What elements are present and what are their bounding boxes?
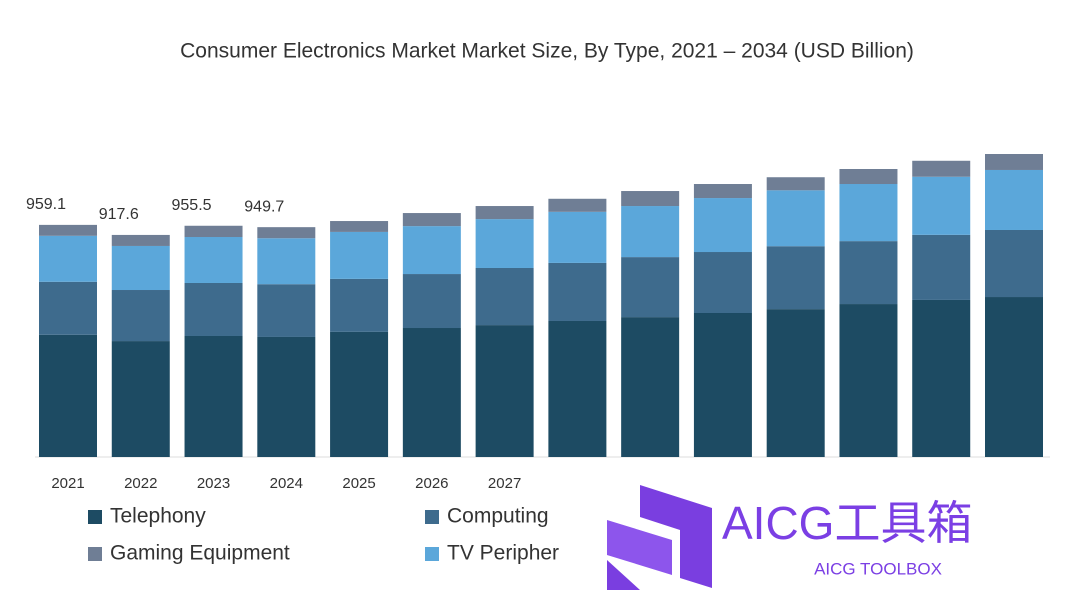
bar-segment (693, 313, 752, 457)
bar-segment (475, 325, 534, 457)
x-tick-label: 2025 (342, 475, 375, 492)
bar-segment (184, 282, 243, 336)
bar-segment (402, 328, 461, 457)
bar-segment (184, 225, 243, 238)
bar-segment (111, 234, 170, 246)
x-tick-label: 2026 (415, 475, 448, 492)
legend-swatch (88, 510, 102, 524)
bars: 959.1 2021 917.6 2022 955.5 2023 949.7 2024 2025… (26, 154, 1043, 492)
bar-segment (621, 317, 680, 457)
bar-segment (548, 320, 607, 457)
legend-label: Telephony (110, 505, 206, 528)
legend-swatch (425, 510, 439, 524)
legend-label: Computing (447, 505, 549, 528)
bar-segment (621, 257, 680, 318)
bar-segment (839, 184, 898, 242)
bar-segment (111, 245, 170, 291)
bar-segment (693, 184, 752, 199)
bar-segment (621, 206, 680, 258)
bar-segment (693, 198, 752, 253)
watermark: AICG工具箱 AICG TOOLBOX (568, 470, 1080, 603)
total-label: 949.7 (244, 198, 284, 215)
bar-segment (985, 229, 1043, 298)
bar-segment (693, 252, 752, 314)
legend-swatch (425, 547, 439, 561)
bar-segment (330, 278, 389, 332)
bar-segment (402, 213, 461, 227)
x-tick-label: 2024 (270, 475, 303, 492)
bar-segment (985, 297, 1043, 457)
bar-segment (985, 169, 1043, 230)
bar-segment (111, 290, 170, 342)
bar-segment (257, 336, 316, 457)
bar-segment (257, 284, 316, 337)
bar-segment (912, 176, 971, 235)
bar-segment (111, 341, 170, 457)
legend: Telephony Computing Gaming Equipment TV Per… (88, 505, 559, 565)
x-tick-label: 2021 (51, 475, 84, 492)
bar-segment (766, 177, 825, 191)
legend-swatch (88, 547, 102, 561)
bar-segment (257, 238, 316, 285)
x-tick-label: 2022 (124, 475, 157, 492)
total-label: 955.5 (172, 197, 212, 214)
bar-segment (184, 237, 243, 283)
legend-label: TV Peripher (447, 542, 559, 565)
bar-segment (912, 160, 971, 177)
bar-segment (184, 335, 243, 457)
x-tick-label: 2023 (197, 475, 230, 492)
logo-part (640, 485, 712, 588)
bar-segment (548, 211, 607, 263)
bar-segment (475, 219, 534, 268)
bar-segment (766, 190, 825, 247)
chart-title: Consumer Electronics Market Market Size,… (180, 40, 914, 63)
logo-part (607, 560, 640, 590)
x-tick-label: 2027 (488, 475, 521, 492)
bar-segment (475, 267, 534, 326)
total-label: 917.6 (99, 206, 139, 223)
bar-segment (766, 309, 825, 457)
bar-segment (548, 198, 607, 212)
watermark-subtitle: AICG TOOLBOX (814, 559, 942, 578)
bar-segment (548, 262, 607, 321)
bar-segment (839, 304, 898, 457)
bar-segment (39, 334, 97, 457)
bar-segment (39, 235, 97, 282)
bar-segment (402, 226, 461, 275)
bar-segment (839, 241, 898, 305)
logo-part (607, 520, 672, 575)
bar-segment (402, 274, 461, 329)
legend-label: Gaming Equipment (110, 542, 290, 565)
bar-segment (766, 246, 825, 310)
bar-segment (257, 227, 316, 239)
bar-segment (39, 281, 97, 335)
bar-segment (475, 206, 534, 220)
bar-segment (839, 169, 898, 185)
bar-segment (330, 221, 389, 232)
bar-segment (912, 299, 971, 457)
watermark-title: AICG工具箱 (722, 497, 972, 549)
bar-segment (39, 224, 97, 236)
bar-segment (912, 234, 971, 300)
bar-segment (985, 154, 1043, 170)
bar-segment (330, 331, 389, 457)
bar-segment (621, 191, 680, 207)
bar-segment (330, 231, 389, 279)
total-label: 959.1 (26, 196, 66, 213)
